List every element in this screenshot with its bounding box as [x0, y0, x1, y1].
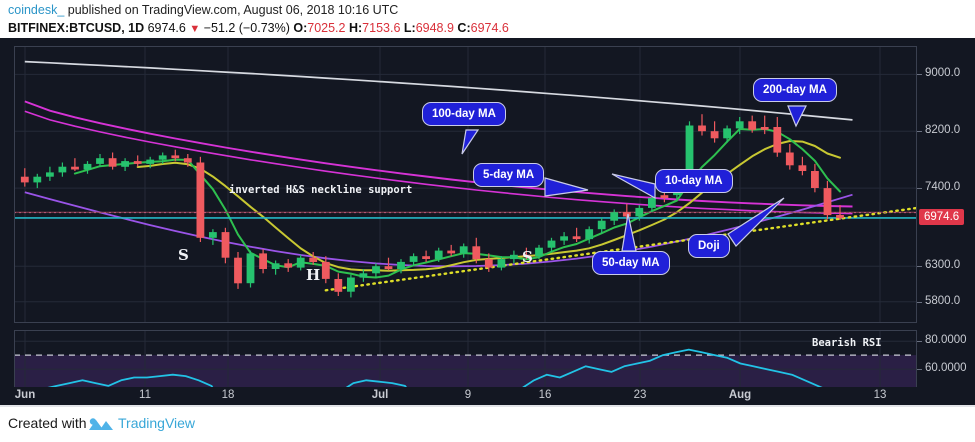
time-tick-label-1: 11 [139, 389, 151, 401]
open-label: O: [293, 21, 308, 35]
time-tick-label-5: 16 [538, 389, 552, 401]
last-price: 6974.6 [147, 21, 186, 35]
time-tick-label-0: Jun [14, 389, 36, 401]
publication-line: coindesk_ published on TradingView.com, … [8, 3, 398, 17]
time-tick-label-3: Jul [371, 389, 389, 401]
rsi-tick-mark [917, 341, 922, 343]
time-tick-label-8: 13 [873, 389, 887, 401]
down-triangle-icon: ▼ [189, 23, 201, 35]
price-tick-label-4: 5800.0 [925, 294, 961, 307]
time-axis[interactable]: Jun 11 18 Jul 9 16 23 Aug 13 [0, 387, 975, 405]
created-with-label: Created with [8, 415, 87, 431]
price-change: −51.2 (−0.73%) [203, 21, 290, 35]
time-tick-label-2: 18 [221, 389, 235, 401]
time-tick-label-6: 23 [633, 389, 647, 401]
left-shoulder-label: S [178, 246, 189, 264]
callout-100-day-ma[interactable]: 100-day MA [422, 102, 506, 126]
neckline-support-label: inverted H&S neckline support [229, 184, 413, 196]
close-label: C: [457, 21, 471, 35]
tradingview-logo-icon [89, 418, 113, 430]
bearish-rsi-label: Bearish RSI [812, 337, 882, 349]
time-tick-label-7: Aug [728, 389, 752, 401]
symbol-quote-line: BITFINEX:BTCUSD, 1D 6974.6 ▼ −51.2 (−0.7… [8, 21, 509, 35]
right-shoulder-label: S [522, 248, 533, 266]
open-value: 7025.2 [307, 21, 346, 35]
callout-50-day-ma[interactable]: 50-day MA [592, 251, 670, 275]
price-tick-mark [917, 301, 922, 303]
callout-doji[interactable]: Doji [688, 234, 730, 258]
callout-10-day-ma[interactable]: 10-day MA [655, 169, 733, 193]
price-axis[interactable]: 9000.0 8200.0 7400.0 6300.0 5800.0 6974.6 80.0… [917, 38, 975, 405]
callout-200-day-ma[interactable]: 200-day MA [753, 78, 837, 102]
time-tick-label-4: 9 [464, 389, 472, 401]
price-tick-label-1: 8200.0 [925, 124, 961, 137]
low-label: L: [403, 21, 416, 35]
close-value: 6974.6 [470, 21, 509, 35]
author-name[interactable]: coindesk_ [8, 3, 65, 17]
price-tick-label-3: 6300.0 [925, 259, 961, 272]
rsi-tick-label-1: 60.0000 [925, 362, 967, 375]
current-price-tag: 6974.6 [919, 209, 965, 226]
symbol-label[interactable]: BITFINEX:BTCUSD, 1D [8, 21, 145, 35]
price-tick-mark [917, 131, 922, 133]
price-tick-label-2: 7400.0 [925, 181, 961, 194]
rsi-tick-mark [917, 369, 922, 371]
head-label: H [306, 266, 321, 284]
footer-divider [0, 405, 975, 407]
chart-header: coindesk_ published on TradingView.com, … [0, 0, 975, 38]
published-text: published on TradingView.com, August 06,… [64, 3, 399, 17]
chart-canvas[interactable]: inverted H&S neckline support Bearish RS… [0, 38, 975, 418]
callout-5-day-ma[interactable]: 5-day MA [473, 163, 545, 187]
high-label: H: [348, 21, 363, 35]
price-tick-mark [917, 188, 922, 190]
rsi-tick-label-0: 80.0000 [925, 334, 967, 347]
footer: Created with TradingView [0, 405, 975, 442]
price-tick-mark [917, 266, 922, 268]
low-value: 6948.9 [415, 21, 454, 35]
tradingview-wordmark[interactable]: TradingView [118, 415, 196, 431]
price-tick-label-0: 9000.0 [925, 67, 961, 80]
price-tick-mark [917, 74, 922, 76]
high-value: 7153.6 [362, 21, 401, 35]
